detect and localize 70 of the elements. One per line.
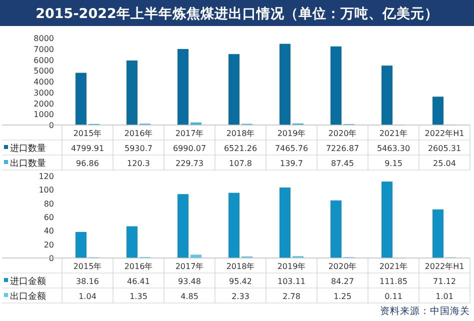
x-tick-label: 2019年 — [277, 129, 306, 138]
x-tick-label: 2015年 — [73, 262, 102, 271]
data-label: 46.41 — [127, 277, 150, 286]
data-label: 0.11 — [384, 292, 402, 301]
x-tick-label: 2016年 — [124, 129, 153, 138]
y-tick-label: 8000 — [34, 34, 54, 43]
data-label: 2.78 — [282, 292, 300, 301]
data-label: 1.01 — [436, 292, 454, 301]
x-tick-label: 2016年 — [124, 262, 153, 271]
x-tick-label: 2022年H1 — [424, 262, 464, 271]
data-label: 7226.87 — [326, 144, 360, 153]
x-tick-label: 2017年 — [175, 129, 204, 138]
data-label: 120.3 — [127, 159, 150, 168]
data-label: 87.45 — [331, 159, 354, 168]
data-label: 25.04 — [433, 159, 456, 168]
y-tick-label: 40 — [44, 226, 54, 236]
x-tick-label: 2018年 — [226, 129, 255, 138]
data-label: 139.7 — [280, 159, 303, 168]
data-label: 6990.07 — [172, 144, 206, 153]
y-tick-label: 5000 — [34, 66, 54, 76]
x-tick-label: 2018年 — [226, 262, 255, 271]
y-tick-label: 7000 — [34, 44, 54, 54]
data-label: 103.11 — [278, 277, 306, 286]
y-tick-label: 3000 — [34, 88, 54, 98]
y-tick-label: 4000 — [34, 78, 54, 86]
y-tick-label: 0 — [48, 254, 54, 263]
data-label: 38.16 — [76, 277, 99, 286]
x-tick-label: 2021年 — [379, 129, 408, 138]
y-tick-label: 80 — [44, 199, 54, 208]
data-label: 107.8 — [229, 159, 252, 168]
y-tick-label: 1000 — [34, 110, 54, 120]
data-label: 2605.31 — [428, 144, 462, 153]
data-label: 1.35 — [130, 292, 148, 301]
y-tick-label: 20 — [44, 240, 54, 250]
data-label: 71.12 — [433, 277, 456, 286]
data-label: 111.85 — [380, 277, 408, 286]
y-tick-label: 6000 — [34, 56, 54, 65]
y-tick-label: 0 — [48, 121, 54, 130]
y-tick-label: 100 — [38, 186, 54, 195]
x-tick-label: 2020年 — [328, 262, 357, 271]
data-label: 6521.26 — [224, 144, 258, 153]
data-label: 95.42 — [229, 277, 252, 286]
legend-label: 进口数量 — [10, 143, 46, 154]
data-label: 96.86 — [76, 159, 99, 168]
data-label: 4.85 — [180, 292, 198, 301]
data-label: 7465.76 — [274, 144, 308, 153]
y-tick-label: 2000 — [34, 99, 54, 108]
x-tick-label: 2022年H1 — [424, 129, 464, 138]
y-tick-label: 60 — [44, 213, 54, 222]
data-label: 2.33 — [232, 292, 250, 301]
x-tick-label: 2017年 — [175, 262, 204, 271]
y-tick-label: 120 — [38, 172, 54, 181]
data-label: 84.27 — [331, 277, 354, 286]
legend-label: 进口金额 — [10, 276, 46, 287]
data-label: 1.04 — [78, 292, 96, 301]
data-label: 4799.91 — [70, 144, 104, 153]
data-label: 9.15 — [384, 159, 402, 168]
x-tick-label: 2015年 — [73, 129, 102, 138]
chart-title: 2015-2022年上半年炼焦煤进出口情况（单位：万吨、亿美元） — [36, 5, 438, 22]
data-label: 1.25 — [334, 292, 352, 301]
text: 资料来源：中国海关 — [380, 305, 470, 317]
data-label: 5463.30 — [376, 144, 410, 153]
x-tick-label: 2019年 — [277, 262, 306, 271]
x-tick-label: 2020年 — [328, 129, 357, 138]
x-tick-label: 2021年 — [379, 262, 408, 271]
data-label: 229.73 — [176, 159, 204, 168]
legend-label: 出口数量 — [10, 158, 46, 169]
legend-label: 出口金额 — [10, 291, 46, 302]
data-label: 5930.7 — [124, 144, 152, 153]
data-label: 93.48 — [178, 277, 201, 286]
